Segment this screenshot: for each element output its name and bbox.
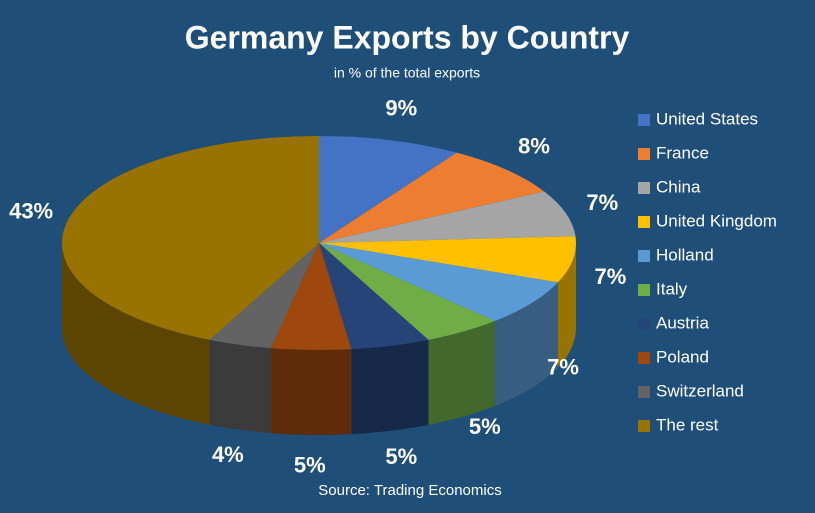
legend-swatch bbox=[638, 386, 650, 398]
slice-side bbox=[209, 339, 271, 434]
legend-label: United Kingdom bbox=[656, 211, 777, 230]
slice bbox=[209, 243, 319, 349]
data-label: 5% bbox=[385, 444, 417, 469]
legend-label: China bbox=[656, 177, 701, 196]
slice bbox=[319, 243, 495, 340]
data-label: 7% bbox=[547, 355, 579, 380]
legend-swatch bbox=[638, 250, 650, 262]
legend-swatch bbox=[638, 148, 650, 160]
slice bbox=[319, 152, 545, 243]
legend-label: Switzerland bbox=[656, 381, 744, 400]
legend-label: Poland bbox=[656, 347, 709, 366]
slice-side bbox=[62, 243, 210, 425]
source: Source: Trading Economics bbox=[318, 482, 501, 499]
data-label: 7% bbox=[594, 264, 626, 289]
slice bbox=[319, 136, 457, 243]
data-label: 5% bbox=[469, 414, 501, 439]
legend-label: The rest bbox=[656, 415, 719, 434]
legend-label: United States bbox=[656, 109, 758, 128]
legend-swatch bbox=[638, 352, 650, 364]
slice bbox=[270, 243, 352, 350]
legend-swatch bbox=[638, 284, 650, 296]
legend-label: Italy bbox=[656, 279, 688, 298]
slice bbox=[319, 243, 429, 350]
legend-swatch bbox=[638, 114, 650, 126]
legend-swatch bbox=[638, 420, 650, 432]
data-label: 8% bbox=[518, 134, 550, 159]
data-label: 5% bbox=[294, 453, 326, 478]
data-label: 4% bbox=[212, 442, 244, 467]
chart-title: Germany Exports by Country bbox=[185, 19, 630, 55]
legend-label: Austria bbox=[656, 313, 709, 332]
chart-subtitle: in % of the total exports bbox=[334, 65, 480, 81]
slice-side bbox=[270, 348, 352, 435]
legend-label: Holland bbox=[656, 245, 714, 264]
data-label: 7% bbox=[586, 190, 618, 215]
slice bbox=[62, 136, 320, 340]
slice-side bbox=[557, 243, 576, 368]
slice-side bbox=[494, 282, 558, 406]
legend-swatch bbox=[638, 182, 650, 194]
legend-swatch bbox=[638, 216, 650, 228]
slice-side bbox=[428, 320, 495, 425]
slice bbox=[319, 191, 576, 243]
slice bbox=[319, 236, 576, 283]
slice-side bbox=[351, 339, 429, 435]
data-label: 9% bbox=[385, 95, 417, 120]
legend-swatch bbox=[638, 318, 650, 330]
legend-label: France bbox=[656, 143, 709, 162]
data-label: 43% bbox=[9, 198, 53, 223]
slice bbox=[319, 243, 558, 321]
